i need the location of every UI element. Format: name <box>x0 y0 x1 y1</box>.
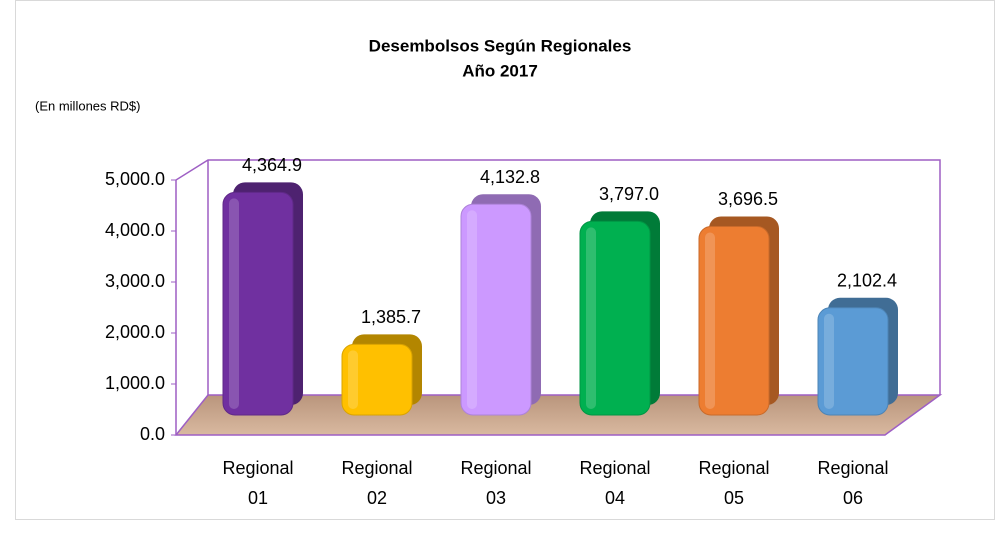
x-tick-label: Regional 05 <box>698 458 770 508</box>
y-tick-label: 5,000.0 <box>105 169 165 189</box>
bar <box>222 191 294 416</box>
bar-highlight <box>229 198 239 409</box>
x-tick-label: Regional 02 <box>341 458 413 508</box>
y-tick-label: 2,000.0 <box>105 322 165 342</box>
bar-highlight <box>824 313 834 409</box>
value-label: 3,696.5 <box>718 189 778 209</box>
y-axis-label: (En millones RD$) <box>35 98 140 113</box>
bar <box>698 225 770 416</box>
value-label: 2,102.4 <box>837 271 897 291</box>
bar <box>579 220 651 416</box>
x-tick-label: Regional 06 <box>817 458 889 508</box>
y-tick-label: 4,000.0 <box>105 220 165 240</box>
value-label: 3,797.0 <box>599 184 659 204</box>
bar-highlight <box>705 232 715 409</box>
bar <box>460 203 532 416</box>
chart-title: Desembolsos Según Regionales <box>369 36 632 55</box>
x-tick-label: Regional 04 <box>579 458 651 508</box>
y-tick-label: 0.0 <box>140 424 165 444</box>
chart-subtitle: Año 2017 <box>462 61 538 80</box>
x-tick-label: Regional 01 <box>222 458 294 508</box>
x-tick-label: Regional 03 <box>460 458 532 508</box>
y-tick-label: 1,000.0 <box>105 373 165 393</box>
bar-highlight <box>467 210 477 409</box>
bar <box>341 343 413 416</box>
y-tick-label: 3,000.0 <box>105 271 165 291</box>
value-label: 1,385.7 <box>361 307 421 327</box>
bar-highlight <box>348 350 358 409</box>
value-label: 4,132.8 <box>480 167 540 187</box>
bar-highlight <box>586 227 596 409</box>
value-label: 4,364.9 <box>242 155 302 175</box>
bar <box>817 307 889 416</box>
